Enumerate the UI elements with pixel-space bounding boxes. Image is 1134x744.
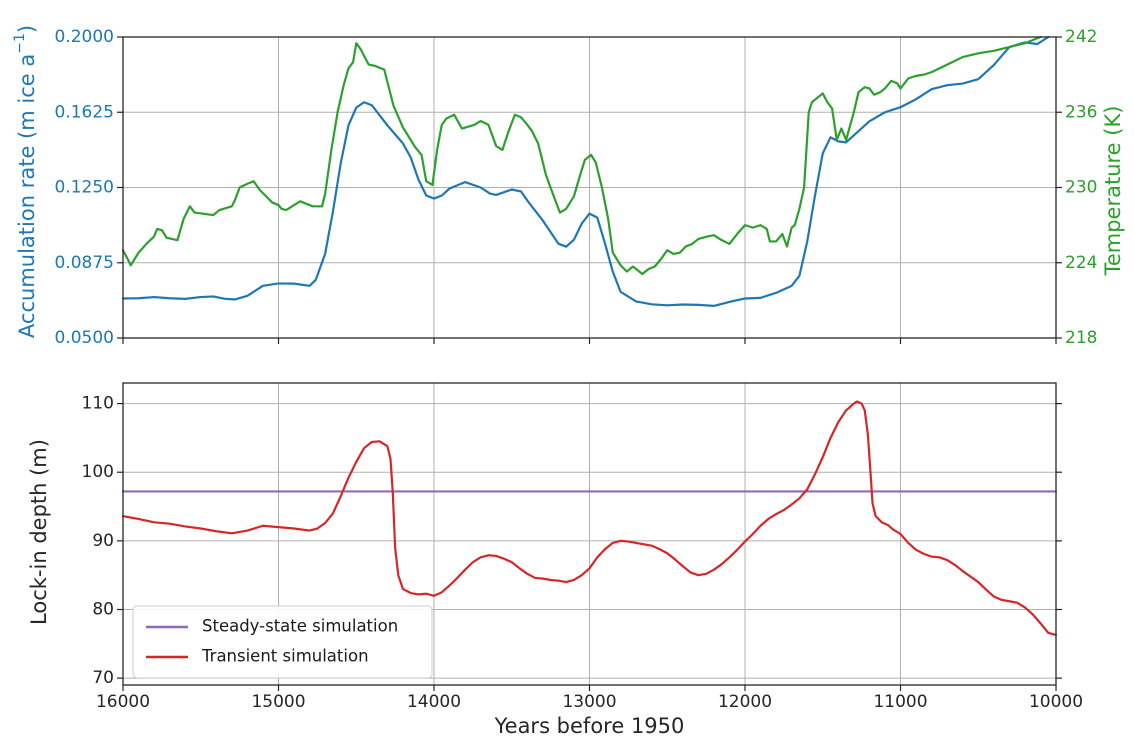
top-ticks: 0.0500 0.0875 0.1250 0.1625 0.2000 218 224 230 2… [55, 27, 1098, 348]
transient-line [121, 400, 1058, 636]
accumulation-label-suffix: ) [15, 25, 39, 33]
temperature-tick-label: 236 [1065, 102, 1097, 122]
lock-in-depth-axis-label: Lock-in depth (m) [27, 439, 51, 625]
x-tick-label-14000: 14000 [407, 692, 461, 712]
legend-box [132, 605, 433, 679]
accumulation-tick-label: 0.0875 [55, 253, 114, 273]
accumulation-axis-label: Accumulation rate (m ice a−1) [12, 25, 39, 338]
accumulation-rate-line [121, 35, 1050, 307]
x-tick-label-15000: 15000 [251, 692, 305, 712]
accumulation-tick-label: 0.1625 [55, 102, 114, 122]
legend-label-transient: Transient simulation [201, 647, 369, 666]
lock-in-tick-label: 100 [82, 462, 114, 482]
legend: Steady-state simulation Transient simulat… [132, 605, 433, 679]
temperature-tick-label: 242 [1065, 27, 1097, 47]
lock-in-tick-label: 70 [92, 668, 114, 688]
accumulation-label-superscript: −1 [12, 33, 28, 54]
years-axis-label: Years before 1950 [494, 714, 685, 738]
accumulation-tick-label: 0.0500 [55, 328, 114, 348]
lock-in-tick-label: 90 [92, 531, 114, 551]
top-series [121, 35, 1050, 307]
temperature-tick-label: 224 [1065, 253, 1097, 273]
accumulation-tick-label: 0.2000 [55, 27, 114, 47]
accumulation-tick-label: 0.1250 [55, 178, 114, 198]
temperature-tick-label: 230 [1065, 178, 1097, 198]
x-tick-label-10000: 10000 [1029, 692, 1083, 712]
top-grid [122, 36, 1057, 339]
x-tick-label-12000: 12000 [718, 692, 772, 712]
temperature-tick-label: 218 [1065, 328, 1097, 348]
lock-in-tick-label: 110 [82, 394, 114, 414]
lock-in-tick-label: 80 [92, 600, 114, 620]
bottom-panel: 70 80 90 100 110 16000 15000 14000 13000 12000 110… [27, 382, 1084, 738]
temperature-line [121, 35, 1042, 276]
x-tick-label-13000: 13000 [562, 692, 616, 712]
x-tick-label-11000: 11000 [873, 692, 927, 712]
legend-label-steady: Steady-state simulation [202, 617, 398, 636]
accumulation-label-main: Accumulation rate (m ice a [15, 54, 39, 338]
top-panel: 0.0500 0.0875 0.1250 0.1625 0.2000 218 224 230 2… [12, 25, 1125, 348]
temperature-axis-label: Temperature (K) [1101, 106, 1125, 277]
bottom-ticks: 70 80 90 100 110 16000 15000 14000 13000 12000 110… [82, 394, 1084, 712]
x-tick-label-16000: 16000 [96, 692, 150, 712]
bottom-series [121, 400, 1058, 636]
